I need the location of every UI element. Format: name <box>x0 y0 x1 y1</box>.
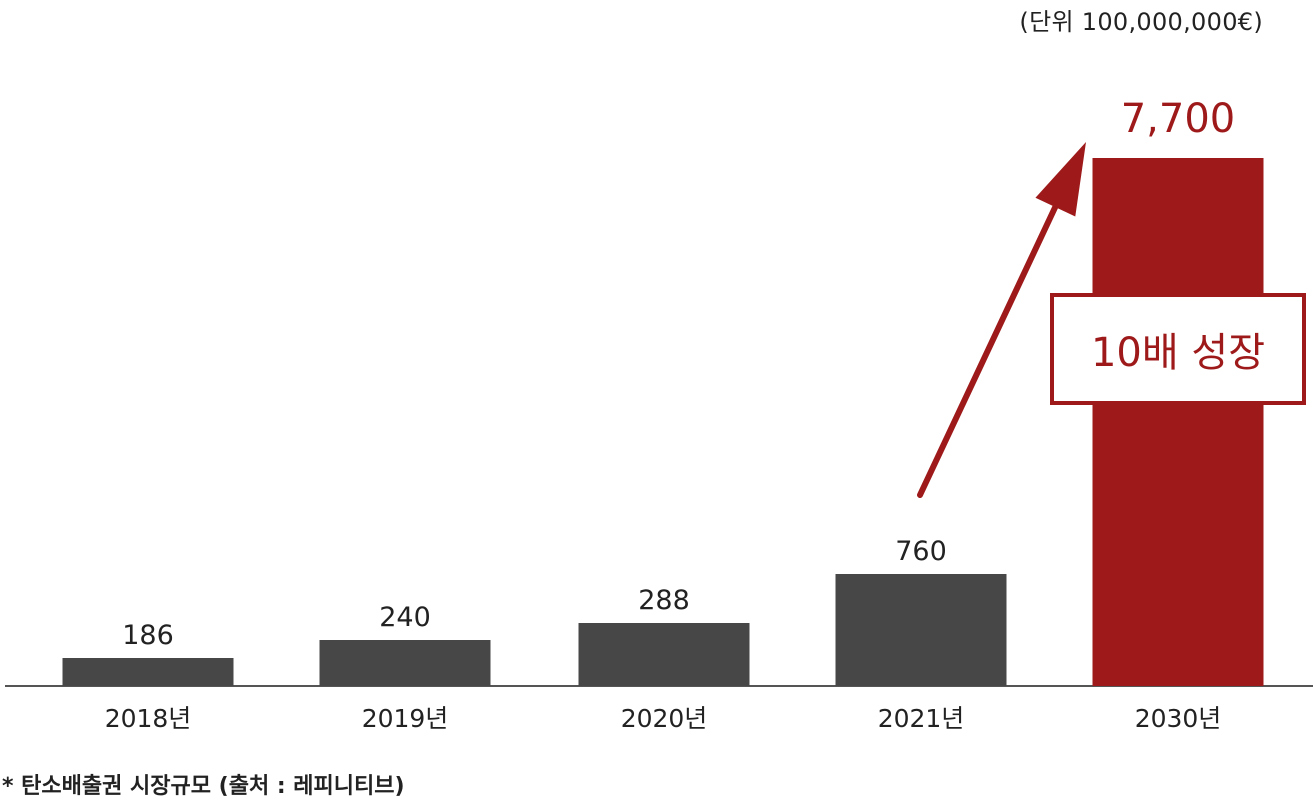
x-tick-label: 2018년 <box>105 704 192 733</box>
data-label: 186 <box>122 620 174 651</box>
data-label: 240 <box>379 602 431 633</box>
x-tick-label: 2019년 <box>362 704 449 733</box>
bar-chart: 186 2018년 240 2019년 288 2020년 760 2021년 7,700 203… <box>5 96 1313 733</box>
x-tick-label: 2030년 <box>1135 704 1222 733</box>
growth-callout: 10배 성장 <box>1050 293 1306 405</box>
bar-2018년 <box>62 658 234 686</box>
growth-arrow-head-icon <box>1035 142 1086 217</box>
unit-label: (단위 100,000,000€) <box>1019 8 1263 36</box>
bar-2019년 <box>319 640 491 686</box>
x-tick-label: 2020년 <box>621 704 708 733</box>
data-label: 288 <box>638 585 690 616</box>
bar-2030년 <box>1092 158 1264 686</box>
bar-2021년 <box>835 574 1007 686</box>
bar-2020년 <box>578 623 750 686</box>
data-label: 7,700 <box>1121 96 1236 142</box>
growth-arrow-line <box>917 179 1070 498</box>
data-label: 760 <box>895 536 947 567</box>
x-tick-label: 2021년 <box>878 704 965 733</box>
source-footnote: * 탄소배출권 시장규모 (출처 : 레피니티브) <box>2 774 405 799</box>
